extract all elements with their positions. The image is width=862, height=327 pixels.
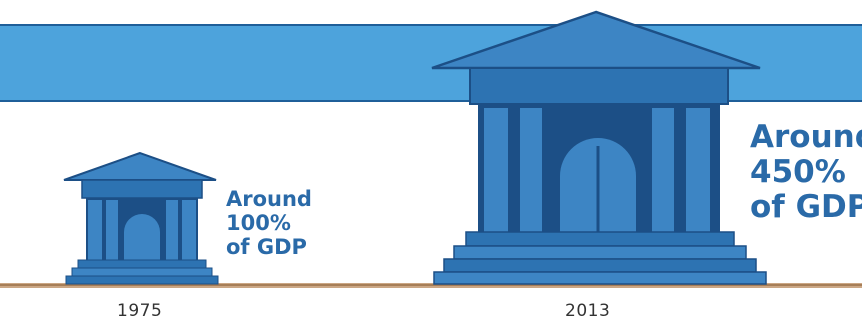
- gdp-label-2013: Around 450% of GDP: [750, 120, 862, 225]
- ground-line: [0, 283, 862, 288]
- bank-building-1975: [63, 151, 219, 285]
- bank-building-2013: [431, 10, 767, 285]
- gdp-label-1975-line2: 100%: [226, 211, 291, 235]
- year-label-1975: 1975: [117, 301, 163, 321]
- gdp-label-2013-line2: 450%: [750, 154, 846, 190]
- gdp-label-1975-line1: Around: [226, 187, 312, 211]
- gdp-label-1975-line3: of GDP: [226, 235, 307, 259]
- gdp-label-2013-line3: of GDP: [750, 189, 862, 225]
- gdp-label-2013-line1: Around: [750, 119, 862, 155]
- year-label-2013: 2013: [565, 301, 611, 321]
- gdp-label-1975: Around 100% of GDP: [226, 187, 312, 259]
